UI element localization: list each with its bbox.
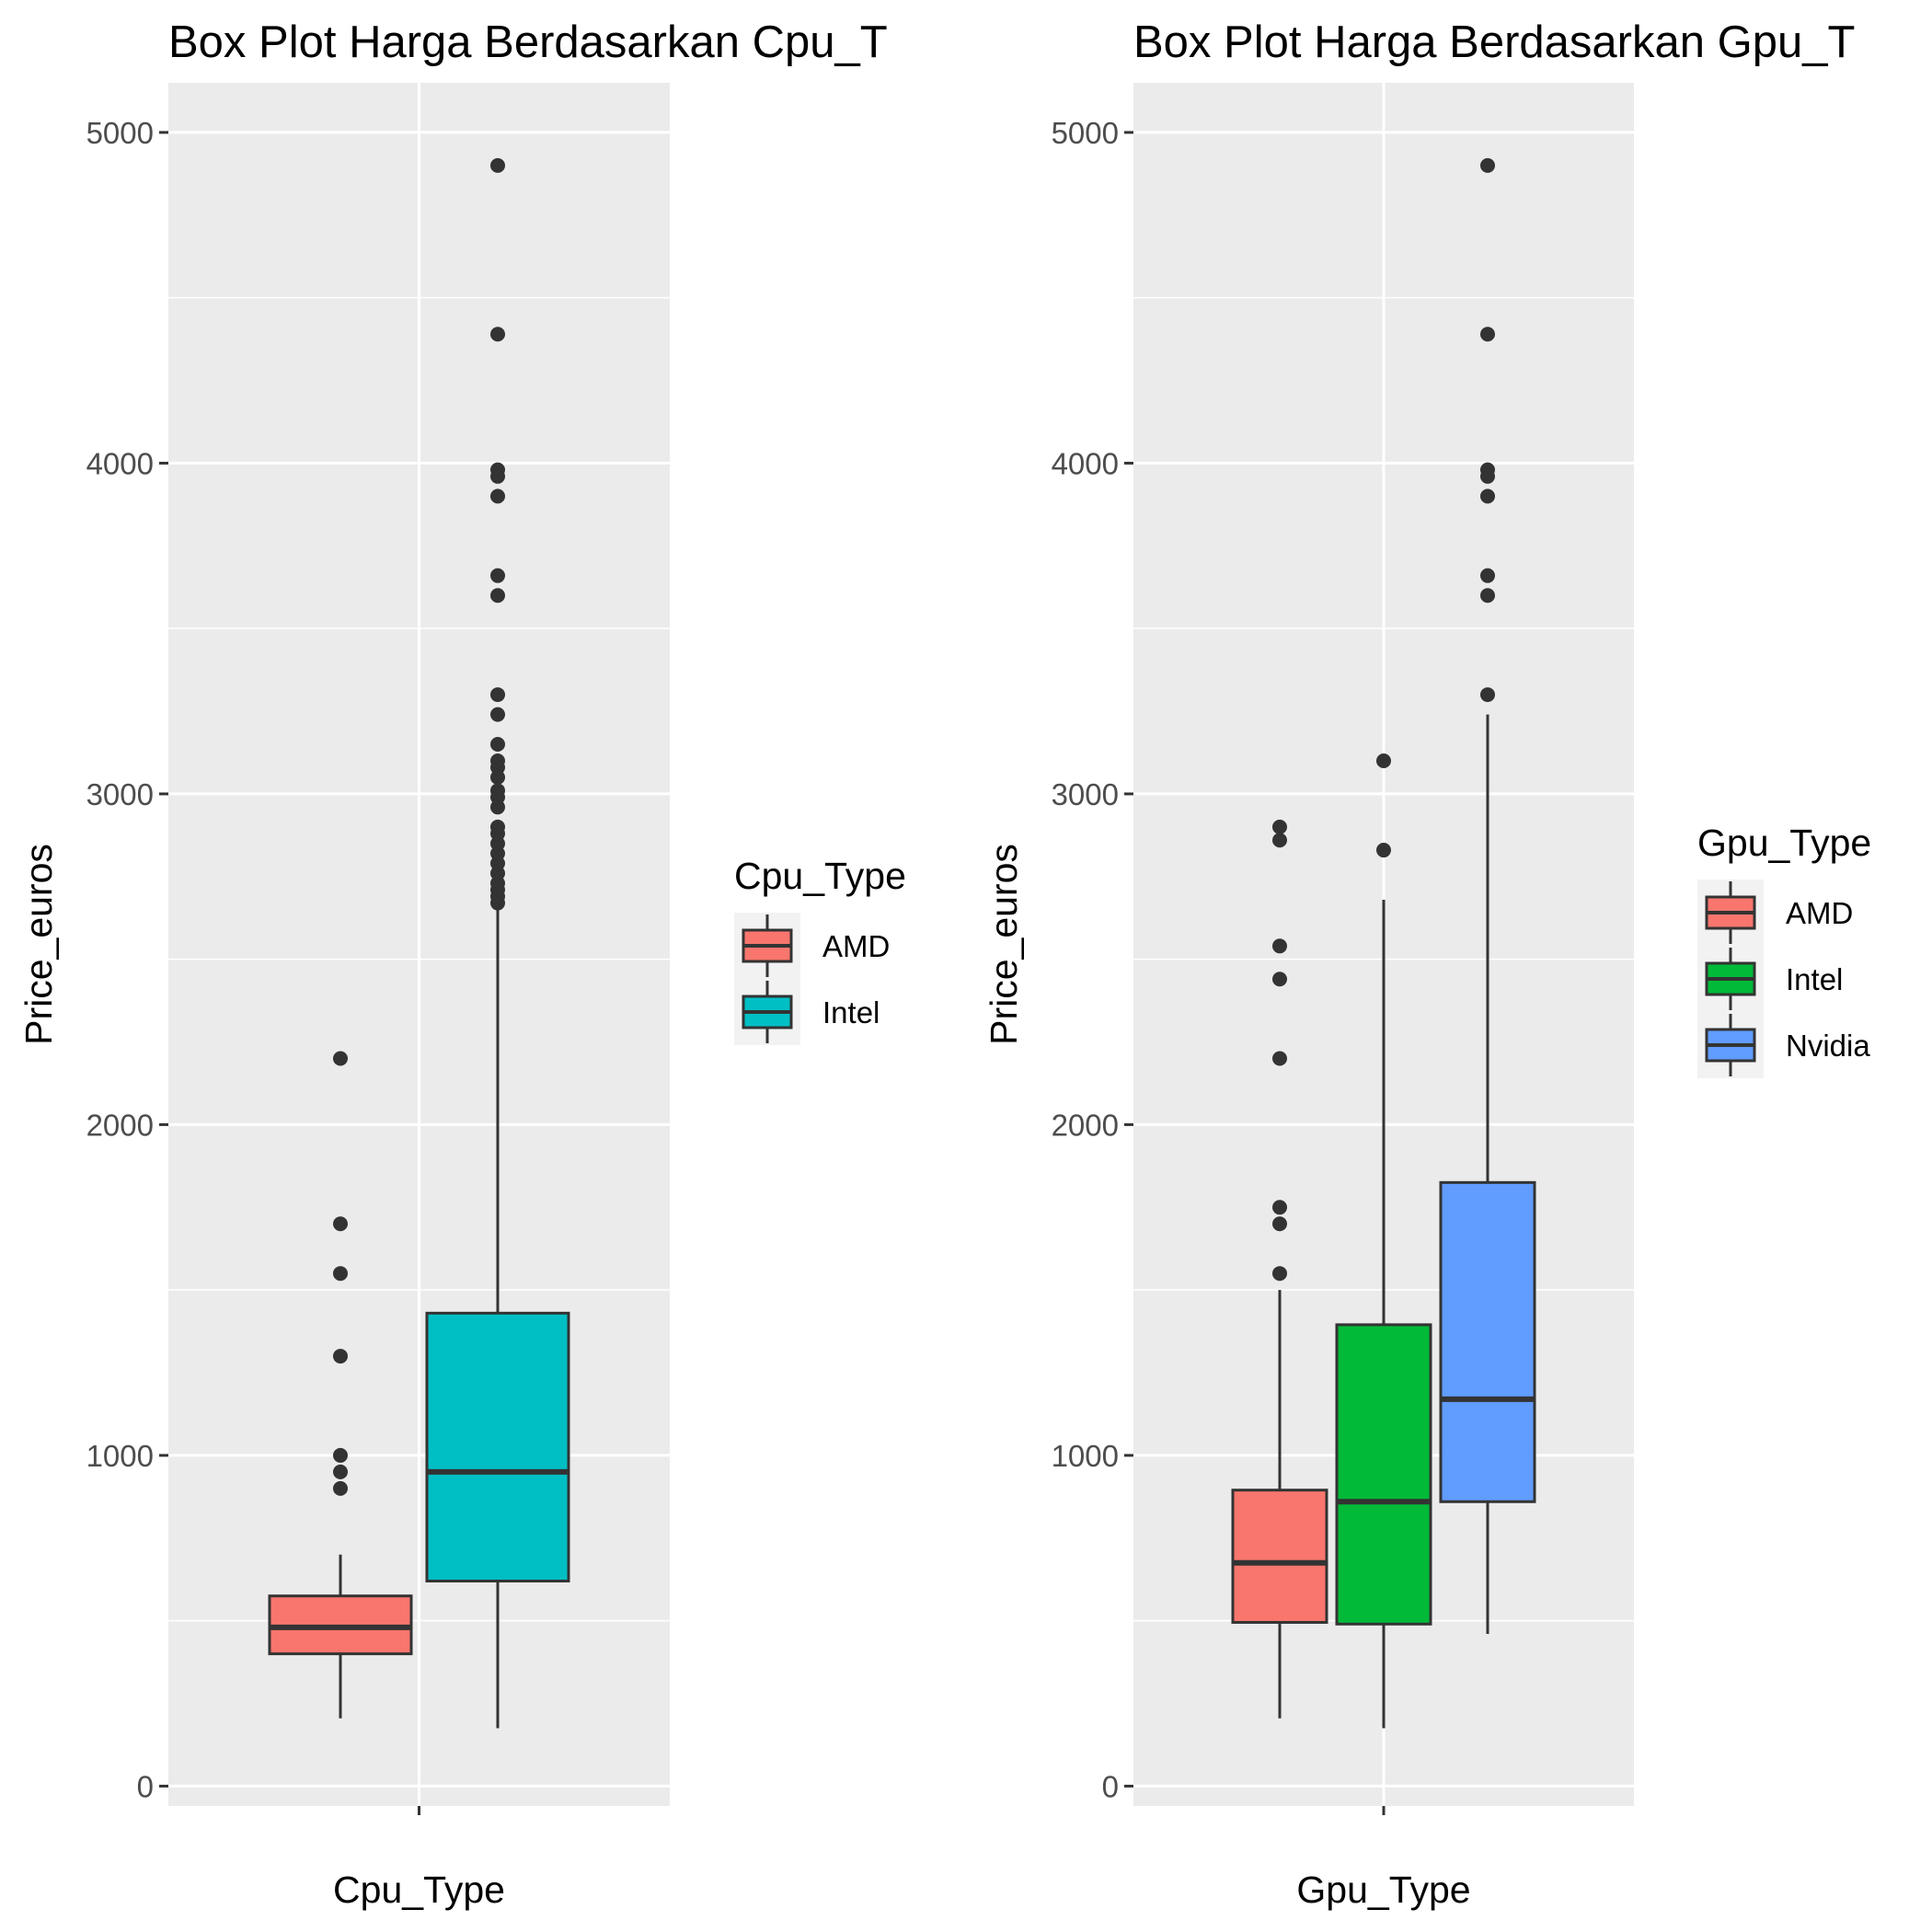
outlier-point [333, 1349, 348, 1364]
box-nvidia [1439, 157, 1536, 1635]
outlier-point [1480, 157, 1495, 173]
box-intel [1335, 753, 1432, 1729]
y-tick-label: 1000 [86, 1439, 154, 1473]
y-tick-label: 4000 [86, 446, 154, 480]
x-axis-title: Cpu_Type [333, 1869, 505, 1911]
outlier-point [1272, 972, 1287, 987]
outlier-point [1272, 938, 1287, 954]
outlier-point [333, 1464, 348, 1479]
outlier-point [1272, 1200, 1287, 1215]
outlier-point [1272, 819, 1287, 834]
outlier-point [1480, 327, 1495, 342]
outlier-point [1480, 687, 1495, 703]
x-axis-title: Gpu_Type [1296, 1869, 1470, 1911]
outlier-point [1272, 833, 1287, 848]
outlier-point [333, 1447, 348, 1463]
outlier-point [1480, 489, 1495, 504]
y-tick-label: 2000 [1052, 1108, 1119, 1142]
chart-title: Box Plot Harga Berdasarkan Gpu_T [1133, 17, 1855, 67]
outlier-point [1272, 1266, 1287, 1282]
legend-label: AMD [822, 929, 890, 963]
legend-label: AMD [1786, 896, 1853, 930]
legend: Gpu_Type AMD Intel Nvidia [1697, 822, 1871, 1078]
box-body [1439, 1180, 1536, 1503]
outlier-point [490, 327, 505, 342]
outlier-point [1480, 568, 1495, 583]
legend-item-nvidia: Nvidia [1705, 1014, 1870, 1076]
y-tick-label: 3000 [1052, 777, 1119, 811]
outlier-point [333, 1216, 348, 1232]
outlier-point [490, 753, 505, 768]
y-tick-label: 3000 [86, 777, 154, 811]
y-tick-label: 5000 [86, 116, 154, 150]
y-tick-label: 4000 [1052, 446, 1119, 480]
box-amd [1231, 819, 1328, 1719]
legend-label: Nvidia [1786, 1029, 1870, 1063]
legend-item-intel: Intel [742, 981, 880, 1043]
outlier-point [490, 783, 505, 799]
chart-title: Box Plot Harga Berdasarkan Cpu_T [168, 17, 888, 67]
legend-title: Cpu_Type [734, 855, 906, 897]
box-intel [425, 157, 570, 1729]
y-axis-title: Price_euros [983, 844, 1025, 1045]
box-body [425, 1311, 570, 1583]
outlier-point [490, 462, 505, 477]
y-tick-label: 2000 [86, 1108, 154, 1142]
outlier-point [490, 489, 505, 504]
outlier-point [333, 1480, 348, 1496]
chart-panel-2: Box Plot Harga Berdasarkan Gpu_T 0 1000 200… [983, 17, 1871, 1911]
legend: Cpu_Type AMD Intel [734, 855, 906, 1045]
outlier-point [490, 737, 505, 753]
legend-item-intel: Intel [1705, 948, 1843, 1010]
y-tick-label: 5000 [1052, 116, 1119, 150]
y-tick-label: 0 [137, 1769, 154, 1803]
outlier-point [490, 588, 505, 604]
legend-label: Intel [1786, 962, 1843, 996]
outlier-point [490, 819, 505, 834]
y-axis-title: Price_euros [17, 844, 60, 1045]
outlier-point [490, 707, 505, 722]
box-body [1231, 1489, 1328, 1624]
outlier-point [490, 157, 505, 173]
legend-title: Gpu_Type [1697, 822, 1871, 864]
outlier-point [1376, 753, 1391, 768]
outlier-point [1272, 1216, 1287, 1232]
legend-item-amd: AMD [1705, 881, 1853, 944]
box-amd [268, 1051, 413, 1719]
legend-label: Intel [822, 995, 880, 1029]
box-body [1335, 1323, 1432, 1626]
outlier-point [333, 1266, 348, 1282]
outlier-point [1480, 462, 1495, 477]
outlier-point [1480, 588, 1495, 604]
legend-item-amd: AMD [742, 914, 890, 977]
outlier-point [1272, 1051, 1287, 1066]
chart-panel-1: Box Plot Harga Berdasarkan Cpu_T 0 1000 200… [17, 17, 906, 1911]
outlier-point [490, 687, 505, 703]
y-tick-label: 0 [1102, 1769, 1119, 1803]
outlier-point [333, 1051, 348, 1066]
outlier-point [490, 568, 505, 583]
outlier-point [1376, 843, 1391, 858]
y-tick-label: 1000 [1052, 1439, 1119, 1473]
